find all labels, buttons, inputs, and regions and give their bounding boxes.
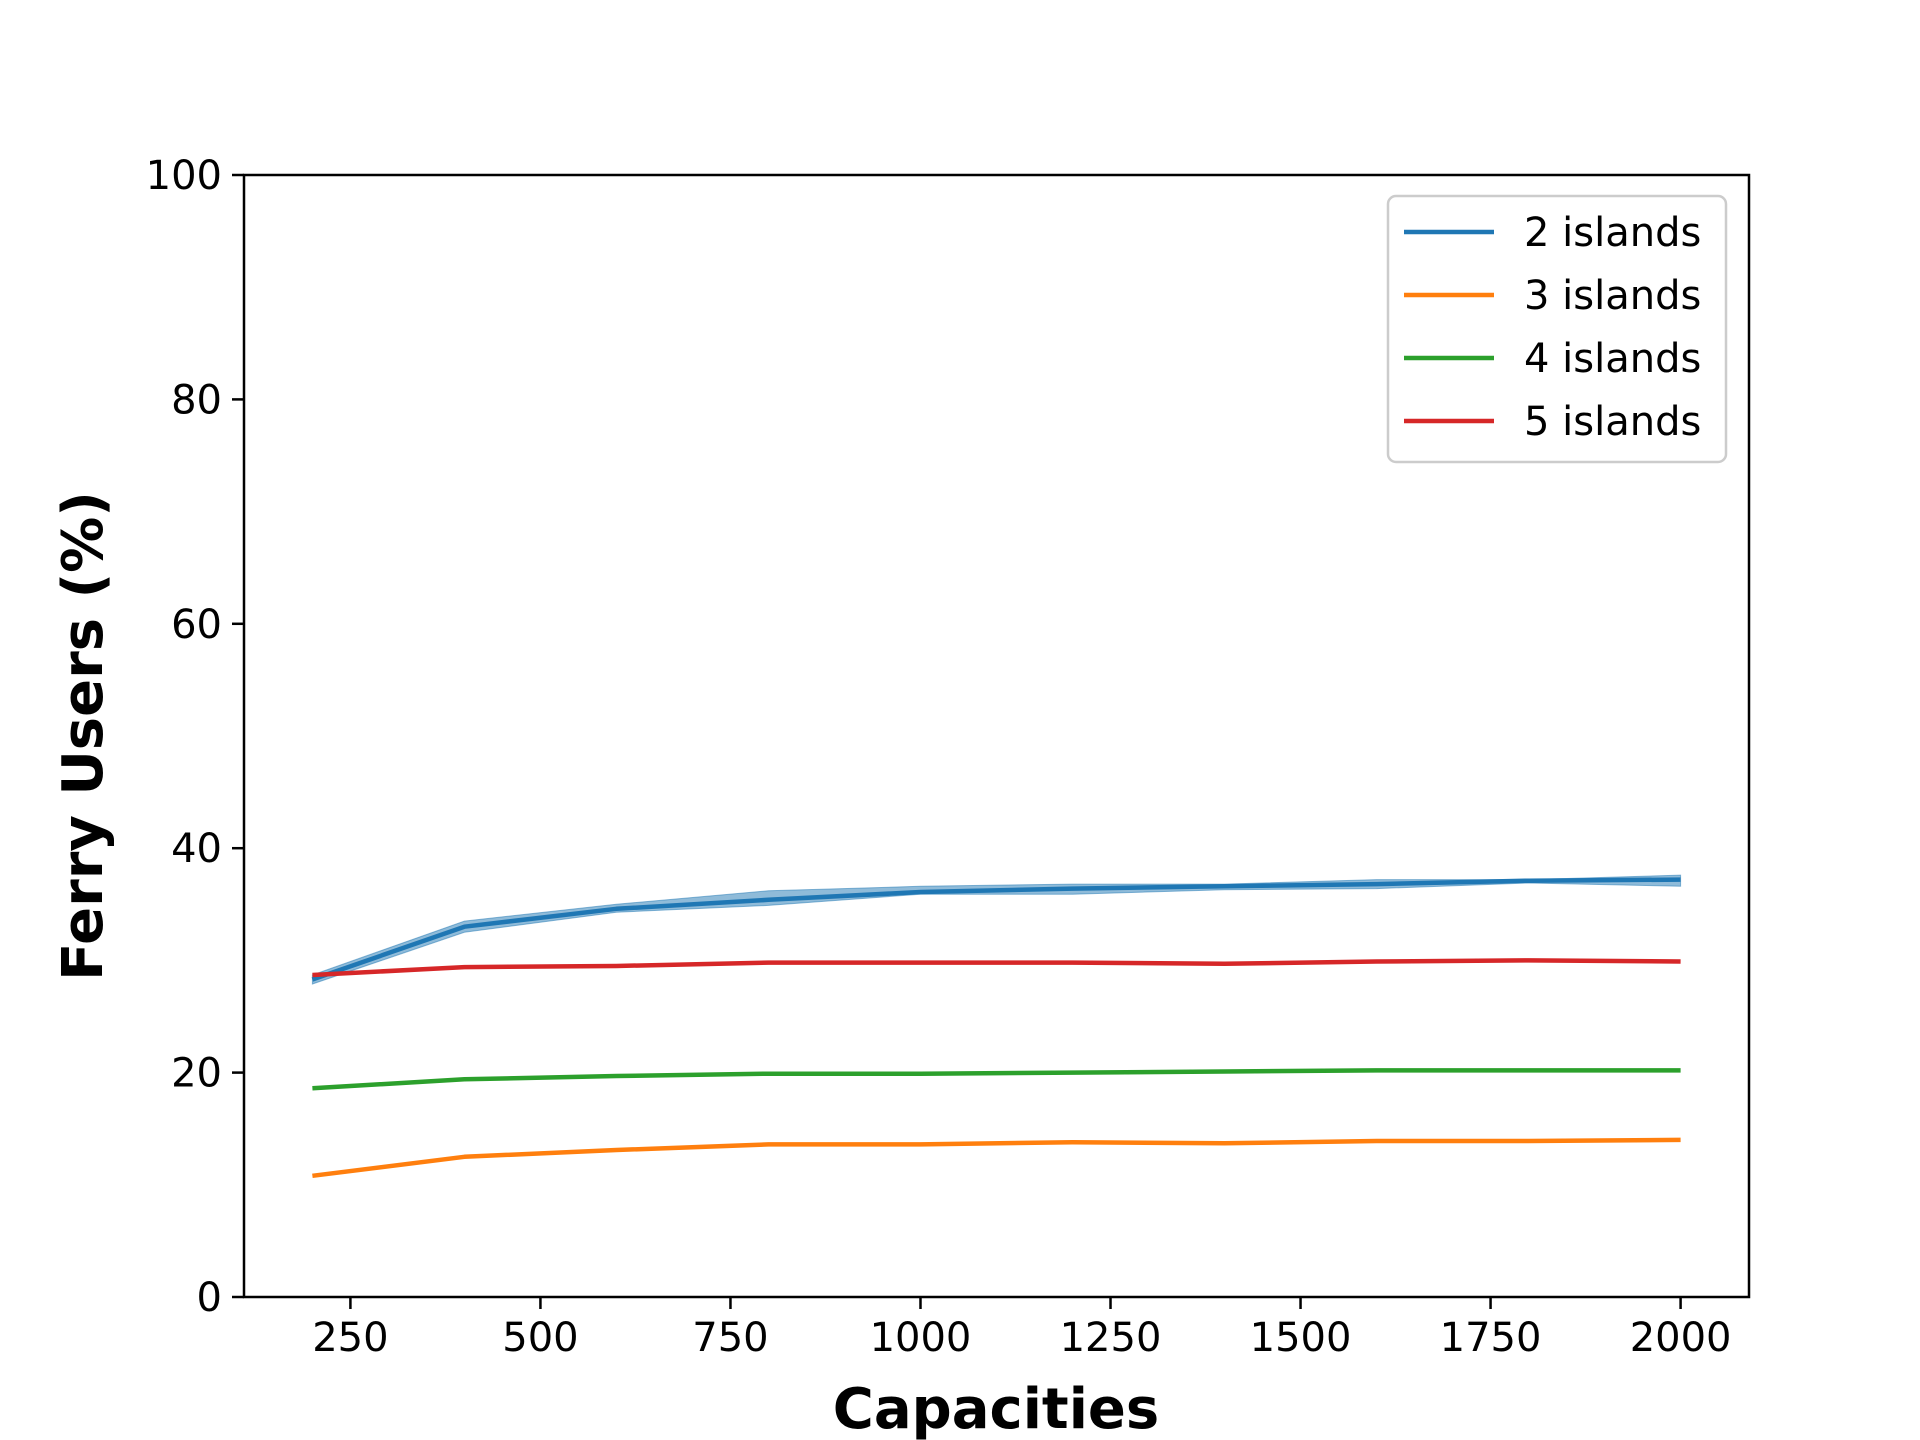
x-tick-label: 1000	[870, 1315, 972, 1361]
legend: 2 islands 3 islands 4 islands 5 islands	[1386, 194, 1728, 464]
y-tick-label: 20	[171, 1051, 222, 1097]
legend-box	[1386, 194, 1728, 464]
series-line-2	[312, 1137, 1681, 1179]
legend-label: 3 islands	[1524, 273, 1701, 319]
y-tick-label: 100	[146, 153, 222, 199]
plot-frame	[242, 173, 1751, 1299]
y-tick-label: 40	[171, 826, 222, 872]
x-tick-label: 2000	[1630, 1315, 1732, 1361]
y-axis-ticks: 0 20 40 60 80 100	[146, 153, 244, 1321]
series-line-3	[312, 1068, 1681, 1091]
x-axis-ticks: 250 500 750 1000 1250 1500 1750 2000	[312, 1297, 1731, 1361]
legend-label: 4 islands	[1524, 336, 1701, 382]
confidence-bands	[311, 874, 1682, 985]
x-tick-label: 250	[312, 1315, 388, 1361]
x-tick-label: 500	[502, 1315, 578, 1361]
y-tick-label: 0	[197, 1275, 222, 1321]
x-tick-label: 750	[692, 1315, 768, 1361]
y-tick-label: 80	[171, 377, 222, 423]
y-axis-title: Ferry Users (%)	[51, 491, 116, 981]
x-tick-label: 1750	[1440, 1315, 1542, 1361]
legend-label: 2 islands	[1524, 210, 1701, 256]
series-lines	[311, 877, 1681, 1179]
x-tick-label: 1250	[1060, 1315, 1162, 1361]
series-line-1	[311, 877, 1681, 982]
confidence-band-1	[311, 874, 1682, 985]
x-axis-title: Capacities	[833, 1377, 1159, 1440]
legend-label: 5 islands	[1524, 399, 1701, 445]
series-line-4	[312, 958, 1681, 978]
x-tick-label: 1500	[1250, 1315, 1352, 1361]
y-tick-label: 60	[171, 602, 222, 648]
